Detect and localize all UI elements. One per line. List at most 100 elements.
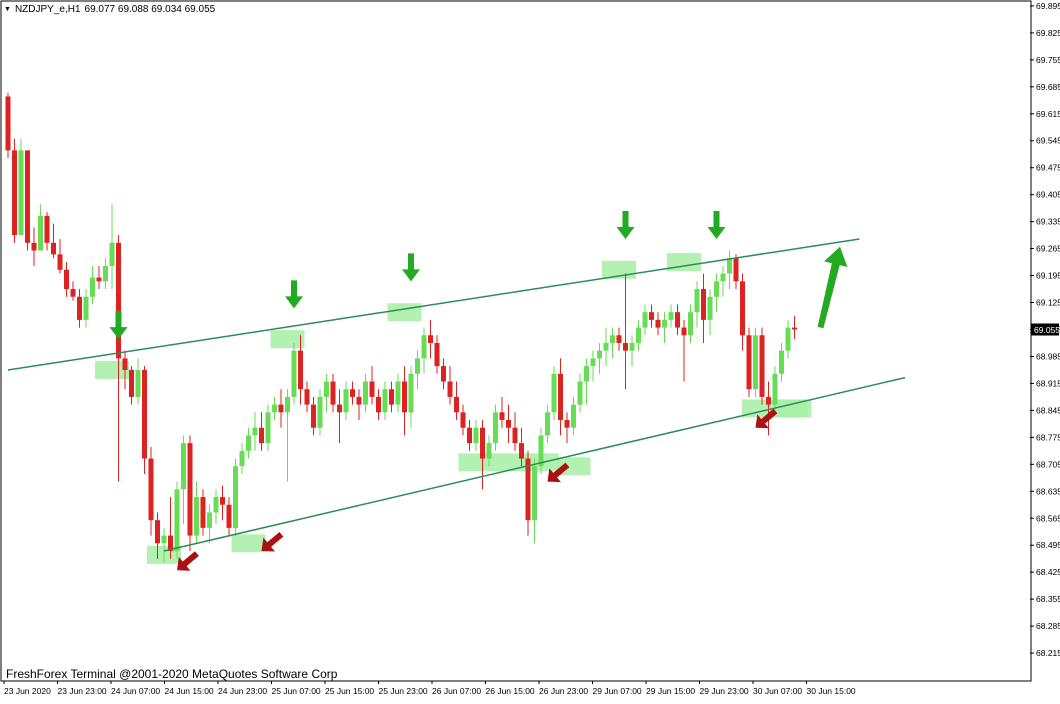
pointer-arrow-icon bbox=[755, 408, 778, 429]
down-arrow-icon bbox=[707, 210, 726, 239]
candle-body bbox=[200, 497, 206, 528]
candle-body bbox=[733, 258, 739, 282]
candle-body bbox=[694, 289, 700, 313]
highlight-zone bbox=[270, 330, 305, 349]
y-tick-label: 68.565 bbox=[1036, 513, 1060, 523]
arrow-shape bbox=[261, 531, 284, 552]
candle-body bbox=[207, 512, 212, 528]
candle-body bbox=[252, 427, 258, 436]
candle-body bbox=[363, 381, 368, 405]
candle-body bbox=[77, 296, 82, 320]
candle-body bbox=[25, 150, 30, 243]
candle-body bbox=[31, 242, 37, 251]
candle-body bbox=[506, 420, 511, 428]
candle-body bbox=[291, 350, 297, 397]
candle-body bbox=[402, 381, 407, 413]
y-tick-label: 69.895 bbox=[1036, 1, 1060, 11]
candle-body bbox=[285, 396, 290, 413]
x-tick-label: 30 Jun 15:00 bbox=[807, 686, 856, 696]
y-tick-label: 69.615 bbox=[1036, 109, 1060, 119]
channel-upper-line bbox=[7, 238, 860, 371]
candle-body bbox=[350, 389, 355, 397]
x-tick-label: 26 Jun 23:00 bbox=[539, 686, 588, 696]
y-tick-label: 68.635 bbox=[1036, 486, 1060, 496]
y-tick-label: 68.915 bbox=[1036, 378, 1060, 388]
candle-body bbox=[220, 497, 225, 505]
chart-header: ▼ NZDJPY_e,H1 69.077 69.088 69.034 69.05… bbox=[4, 4, 215, 15]
candle-body bbox=[259, 427, 264, 444]
candle-body bbox=[298, 350, 303, 390]
candle-body bbox=[493, 412, 498, 444]
candle-body bbox=[740, 281, 745, 336]
highlight-zone bbox=[231, 534, 266, 553]
candle-body bbox=[480, 427, 485, 459]
candle-body bbox=[278, 404, 284, 413]
candle-body bbox=[447, 381, 453, 397]
candle-body bbox=[181, 443, 186, 490]
candle-body bbox=[467, 427, 472, 444]
candle-body bbox=[792, 327, 797, 330]
candle-body bbox=[727, 258, 732, 274]
candle-body bbox=[213, 497, 219, 513]
x-tick-label: 29 Jun 07:00 bbox=[593, 686, 642, 696]
plot-frame bbox=[0, 0, 1032, 682]
candle-body bbox=[772, 373, 778, 405]
candle-body bbox=[603, 342, 609, 351]
x-tick-label: 25 Jun 15:00 bbox=[325, 686, 374, 696]
candle-body bbox=[714, 281, 719, 297]
candle-body bbox=[64, 269, 69, 290]
candle-body bbox=[460, 412, 466, 428]
candle-body bbox=[90, 277, 95, 297]
candle-body bbox=[194, 497, 199, 536]
candle-body bbox=[18, 150, 24, 236]
candle-body bbox=[239, 450, 245, 467]
down-arrow-icon bbox=[285, 280, 303, 309]
candle-body bbox=[415, 358, 420, 374]
candle-body bbox=[389, 389, 394, 405]
x-tick-label: 29 Jun 23:00 bbox=[700, 686, 749, 696]
candle-body bbox=[519, 443, 524, 459]
y-tick-label: 69.755 bbox=[1036, 55, 1060, 65]
candle-body bbox=[265, 412, 271, 444]
candle-body bbox=[785, 327, 791, 351]
y-tick-label: 68.425 bbox=[1036, 567, 1060, 577]
arrow-shape bbox=[817, 246, 848, 329]
y-tick-label: 69.335 bbox=[1036, 217, 1060, 227]
candle-body bbox=[701, 289, 706, 320]
current-price-label: 69.055 bbox=[1034, 325, 1060, 335]
candle-body bbox=[636, 327, 641, 343]
triangle-down-icon[interactable]: ▼ bbox=[4, 6, 11, 13]
y-tick-label: 69.545 bbox=[1036, 136, 1060, 146]
candle-body bbox=[168, 535, 173, 551]
x-tick-label: 29 Jun 15:00 bbox=[646, 686, 695, 696]
candle-body bbox=[779, 350, 784, 374]
candle-body bbox=[662, 319, 667, 328]
channel-lower-line bbox=[163, 376, 906, 552]
highlight-zone bbox=[387, 303, 422, 322]
candle-body bbox=[395, 381, 401, 405]
candle-body bbox=[688, 312, 693, 336]
down-arrow-icon bbox=[109, 311, 128, 340]
x-tick-label: 24 Jun 23:00 bbox=[218, 686, 267, 696]
candle-body bbox=[12, 150, 17, 236]
highlight-zone bbox=[777, 399, 812, 418]
candle-body bbox=[44, 215, 50, 243]
candle-body bbox=[597, 350, 602, 359]
candle-body bbox=[83, 296, 89, 320]
candle-body bbox=[330, 381, 336, 405]
candle-body bbox=[551, 373, 557, 413]
candle-body bbox=[538, 435, 544, 467]
candle-body bbox=[408, 373, 414, 413]
candle-body bbox=[122, 358, 128, 370]
candle-body bbox=[577, 381, 583, 405]
candle-body bbox=[5, 96, 11, 151]
candle-body bbox=[57, 254, 63, 270]
candle-body bbox=[454, 396, 459, 413]
x-tick-label: 23 Jun 23:00 bbox=[58, 686, 107, 696]
x-tick-label: 23 Jun 2020 bbox=[4, 686, 51, 696]
candle-body bbox=[759, 335, 765, 397]
x-axis: 23 Jun 2020 23 Jun 23:00 24 Jun 07:00 24 Ju… bbox=[3, 681, 856, 696]
breakout-arrow-icon bbox=[817, 246, 848, 329]
